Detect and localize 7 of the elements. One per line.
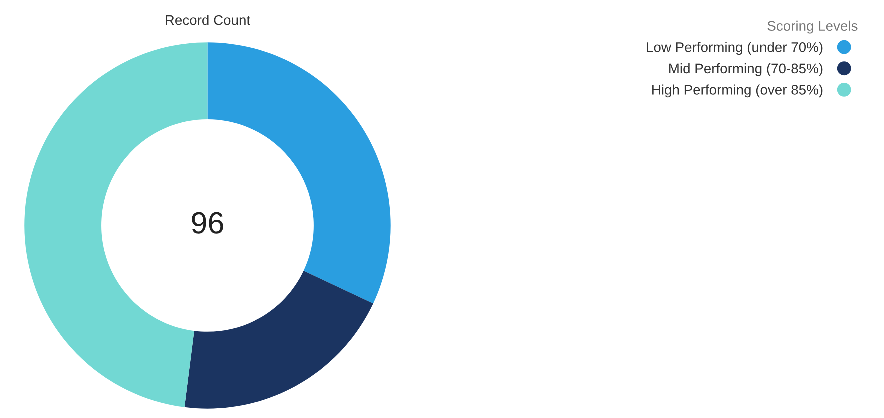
- legend-label: Low Performing (under 70%): [647, 42, 823, 56]
- legend-label: Mid Performing (70-85%): [670, 63, 823, 76]
- legend-label: High Performing (over 85%): [652, 84, 823, 98]
- donut-slice: [184, 270, 374, 409]
- chart-title: Record Count: [166, 15, 250, 26]
- text: 96: [192, 212, 224, 234]
- legend-title: Scoring Levels: [768, 20, 858, 34]
